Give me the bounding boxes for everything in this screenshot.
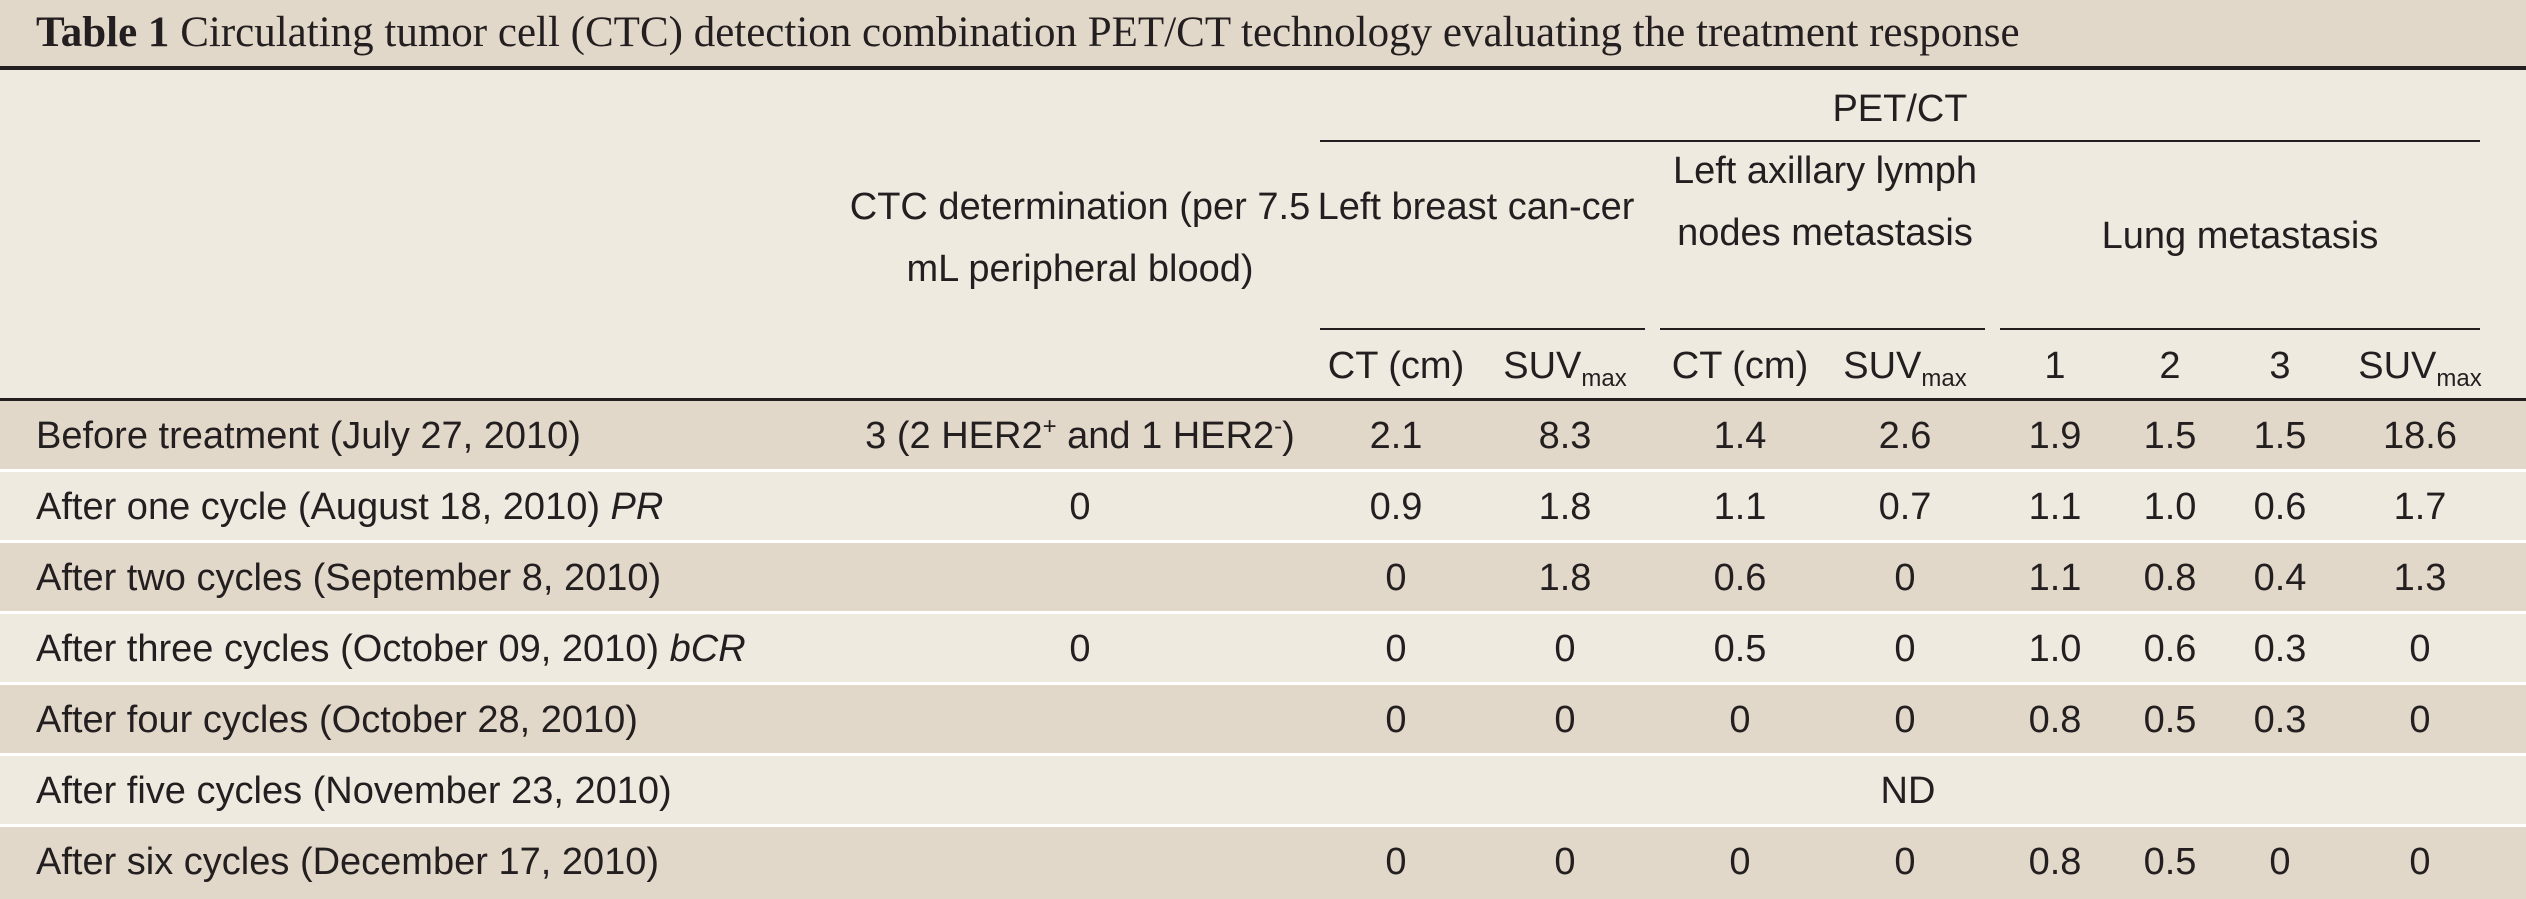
value-cell: 0 [2409,841,2431,883]
value-cell: 1.7 [2393,486,2447,528]
value-cell: 2.1 [1369,415,1423,457]
value-cell: 0.6 [2143,628,2197,670]
value-cell: 1.1 [2028,486,2082,528]
group2-rule [1660,328,1985,330]
row-label: After one cycle (August 18, 2010) PR [36,486,664,528]
value-cell: 0.6 [2253,486,2307,528]
value-cell: 1.5 [2253,415,2307,457]
value-cell: 0 [1894,628,1916,670]
subheader-lung-3: 3 [2269,345,2291,387]
value-cell: 0.8 [2028,841,2082,883]
value-cell: 0.9 [1369,486,1423,528]
value-cell: 0.7 [1878,486,1932,528]
value-cell: 0 [2409,628,2431,670]
subheader-suv-2: SUVmax [1843,345,1967,392]
subheader-lung-1: 1 [2044,345,2066,387]
group3-rule [2000,328,2480,330]
table-row: After four cycles (October 28, 2010) 0 0… [0,685,2526,756]
value-cell: 1.3 [2393,557,2447,599]
header-ctc: CTC determination (per 7.5 mL peripheral… [849,186,1311,290]
value-cell: 0.8 [2143,557,2197,599]
table-row: After two cycles (September 8, 2010) 0 1… [0,543,2526,614]
value-cell: 0.3 [2253,628,2307,670]
header-lung-metastasis: Lung metastasis [2101,215,2379,257]
petct-rule [1320,140,2480,142]
value-cell: 0 [1385,699,1407,741]
value-cell: 0.5 [1713,628,1767,670]
value-cell: 0 [1385,557,1407,599]
value-cell: 18.6 [2383,415,2457,457]
ctc-value: 0 [1069,486,1091,528]
row-label: After five cycles (November 23, 2010) [36,770,672,812]
table-row: Before treatment (July 27, 2010) 3 (2 HE… [0,401,2526,472]
header-left-breast-cancer: Left breast can-cer [1317,186,1635,228]
header-bottom-rule [0,398,2526,401]
value-cell: 0 [1385,628,1407,670]
subheader-lung-2: 2 [2159,345,2181,387]
table-row: After three cycles (October 09, 2010) bC… [0,614,2526,685]
row-label: After four cycles (October 28, 2010) [36,699,638,741]
header-left-axillary: Left axillary lymph nodes metastasis [1672,150,1978,254]
table-row: After five cycles (November 23, 2010) ND [0,756,2526,827]
value-cell: 0.5 [2143,841,2197,883]
value-cell: 0 [2409,699,2431,741]
value-cell: 1.0 [2143,486,2197,528]
subheader-ct-2: CT (cm) [1671,345,1809,387]
merged-value-cell: ND [1880,770,1936,812]
row-label: After two cycles (September 8, 2010) [36,557,662,599]
group1-rule [1320,328,1645,330]
ctc-value: 0 [1069,628,1091,670]
ctc-value: 3 (2 HER2+ and 1 HER2-) [865,413,1295,458]
row-label: After six cycles (December 17, 2010) [36,841,660,883]
value-cell: 1.5 [2143,415,2197,457]
table-caption: Table 1 Circulating tumor cell (CTC) det… [0,0,2526,70]
value-cell: 0 [1894,557,1916,599]
table-row: After one cycle (August 18, 2010) PR 0 0… [0,472,2526,543]
value-cell: 0.5 [2143,699,2197,741]
table-label: Table 1 [36,9,170,56]
value-cell: 0.6 [1713,557,1767,599]
value-cell: 1.4 [1713,415,1767,457]
value-cell: 2.6 [1878,415,1932,457]
row-label: After three cycles (October 09, 2010) bC… [36,628,746,670]
row-label: Before treatment (July 27, 2010) [36,415,581,457]
subheader-suv-3: SUVmax [2358,345,2482,392]
value-cell: 0 [1894,699,1916,741]
value-cell: 0 [1729,841,1751,883]
value-cell: 0.8 [2028,699,2082,741]
value-cell: 8.3 [1538,415,1592,457]
value-cell: 1.9 [2028,415,2082,457]
table-row: After six cycles (December 17, 2010) 0 0… [0,827,2526,899]
header-petct: PET/CT [1832,88,1968,130]
value-cell: 1.8 [1538,486,1592,528]
subheader-suv-1: SUVmax [1503,345,1627,392]
subheader-ct-1: CT (cm) [1327,345,1465,387]
value-cell: 1.8 [1538,557,1592,599]
value-cell: 0 [1894,841,1916,883]
value-cell: 0 [1554,628,1576,670]
table-title: Circulating tumor cell (CTC) detection c… [180,9,2020,56]
value-cell: 1.1 [1713,486,1767,528]
value-cell: 0 [2269,841,2291,883]
value-cell: 0.4 [2253,557,2307,599]
value-cell: 1.0 [2028,628,2082,670]
value-cell: 0 [1729,699,1751,741]
value-cell: 0 [1385,841,1407,883]
value-cell: 0 [1554,699,1576,741]
value-cell: 0 [1554,841,1576,883]
value-cell: 0.3 [2253,699,2307,741]
value-cell: 1.1 [2028,557,2082,599]
